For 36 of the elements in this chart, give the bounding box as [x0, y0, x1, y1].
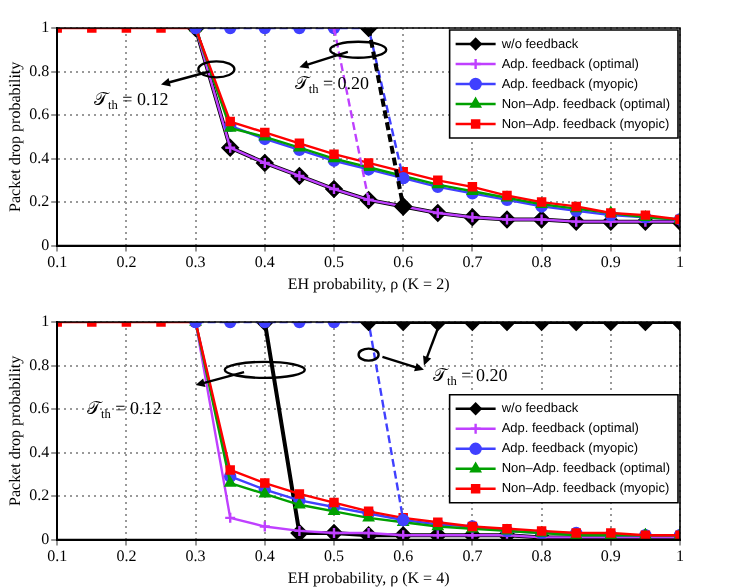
x-tick-label: 0.2	[116, 547, 137, 566]
y-tick-label: 0	[41, 235, 50, 254]
x-tick-label: 0.7	[462, 547, 483, 566]
x-tick-label: 0.8	[531, 253, 552, 272]
x-tick-label: 0.4	[254, 547, 275, 566]
x-tick-label: 0.3	[185, 547, 206, 566]
x-tick-label: 0.8	[531, 547, 552, 566]
y-tick-label: 0.4	[29, 442, 50, 461]
y-tick-label: 0.2	[29, 486, 50, 505]
y-tick-label: 1	[41, 312, 50, 331]
x-tick-label: 0.5	[324, 547, 344, 566]
x-tick-label: 0.9	[600, 547, 621, 566]
y-tick-label: 0.6	[29, 105, 50, 124]
x-tick-label: 0.7	[462, 253, 483, 272]
y-tick-label: 0.8	[29, 61, 50, 80]
y-tick-label: 0.2	[29, 192, 50, 211]
x-tick-label: 0.1	[47, 547, 68, 566]
x-tick-label: 0.2	[116, 253, 137, 272]
x-tick-label: 0.1	[47, 253, 68, 272]
y-axis-title: Packet drop probability	[5, 355, 24, 506]
x-tick-label: 0.6	[393, 253, 414, 272]
x-tick-label: 0.9	[600, 253, 621, 272]
y-tick-label: 0.4	[29, 148, 50, 167]
x-axis-title: EH probability, ρ (K = 4)	[287, 568, 451, 587]
x-tick-label: 0.4	[254, 253, 275, 272]
x-tick-label: 0.5	[324, 253, 344, 272]
y-tick-label: 1	[41, 18, 50, 37]
x-axis-title: EH probability, ρ (K = 2)	[287, 274, 451, 293]
x-tick-label: 0.6	[393, 547, 414, 566]
x-tick-label: 0.3	[185, 253, 206, 272]
x-tick-label: 1	[676, 547, 684, 566]
y-tick-label: 0	[41, 529, 50, 548]
x-tick-label: 1	[676, 253, 684, 272]
y-tick-label: 0.6	[29, 399, 50, 418]
y-tick-label: 0.8	[29, 355, 50, 374]
y-axis-title: Packet drop probability	[5, 61, 24, 212]
